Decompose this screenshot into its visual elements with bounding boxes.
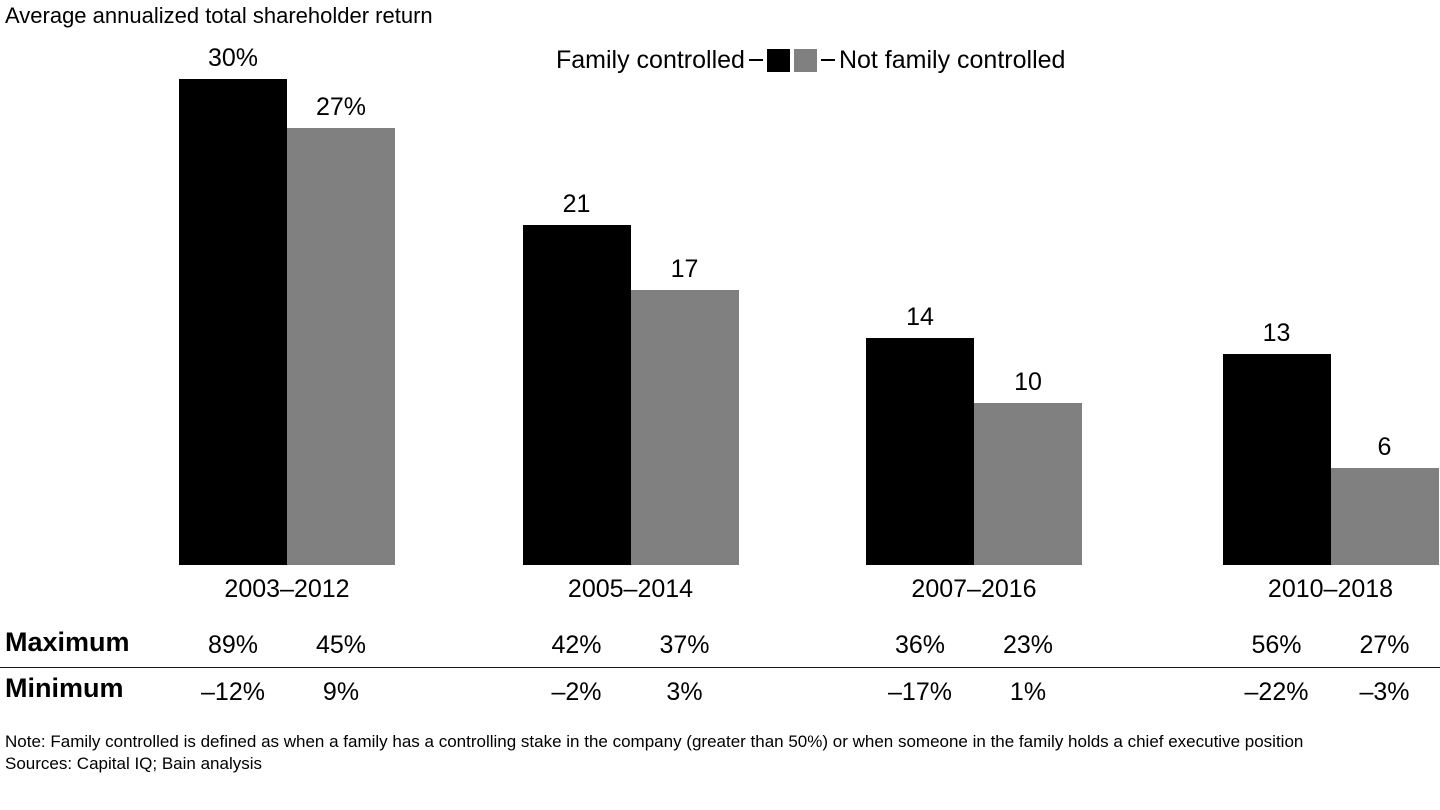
category-label: 2007–2016: [911, 575, 1037, 603]
bar-family-3: [866, 338, 974, 565]
bar-value-label: 6: [1377, 433, 1392, 461]
bar-value-label: 21: [562, 190, 591, 218]
legend-leader-line-right: [820, 59, 835, 61]
table-value: 1%: [1009, 678, 1047, 706]
legend: Family controlled Not family controlled: [556, 45, 1066, 74]
table-value: 23%: [1002, 631, 1054, 659]
legend-swatch-family-controlled: [766, 48, 790, 72]
table-value: 56%: [1251, 631, 1302, 659]
bar-family-4: [1222, 354, 1331, 565]
table-value: 37%: [659, 631, 710, 659]
sources-text: Sources: Capital IQ; Bain analysis: [5, 754, 263, 773]
category-label: 2010–2018: [1267, 575, 1394, 603]
table-value: 45%: [315, 631, 367, 659]
bar-value-label: 30%: [207, 44, 259, 72]
legend-label-family-controlled: Family controlled: [556, 45, 745, 74]
category-label: 2003–2012: [224, 575, 350, 603]
table-value: 3%: [666, 678, 703, 706]
bar-value-label: 10: [1014, 368, 1042, 396]
bar-value-label: 13: [1262, 319, 1291, 347]
bar-value-label: 27%: [315, 93, 367, 121]
bar-value-label: 17: [670, 255, 699, 283]
table-value: –2%: [551, 678, 602, 706]
bar-family-2: [522, 225, 631, 565]
table-value: 89%: [207, 631, 259, 659]
table-value: –17%: [888, 678, 952, 706]
category-label: 2005–2014: [567, 575, 694, 603]
table-value: 42%: [551, 631, 602, 659]
table-value: 9%: [322, 678, 360, 706]
table-value: –3%: [1359, 678, 1410, 706]
chart-title: Average annualized total shareholder ret…: [5, 3, 433, 28]
bar-family-1: [179, 79, 287, 565]
legend-label-not-family-controlled: Not family controlled: [838, 45, 1066, 74]
legend-leader-line-left: [748, 59, 763, 61]
table-separator-line: [0, 667, 1440, 668]
table-value: –12%: [201, 678, 265, 706]
footnotes: Note: Family controlled is defined as wh…: [5, 731, 1357, 775]
bar-not-family-3: [974, 403, 1082, 565]
table-row-label-minimum: Minimum: [5, 673, 124, 703]
table-value: 27%: [1359, 631, 1410, 659]
table-value: 36%: [894, 631, 946, 659]
bar-not-family-2: [630, 290, 739, 565]
bar-not-family-1: [287, 128, 395, 565]
legend-swatch-not-family-controlled: [793, 48, 817, 72]
bar-not-family-4: [1330, 468, 1439, 565]
table-value: –22%: [1244, 678, 1309, 706]
table-row-label-maximum: Maximum: [5, 627, 130, 657]
bar-value-label: 14: [906, 303, 934, 331]
note-text: Note: Family controlled is defined as wh…: [5, 732, 1304, 751]
